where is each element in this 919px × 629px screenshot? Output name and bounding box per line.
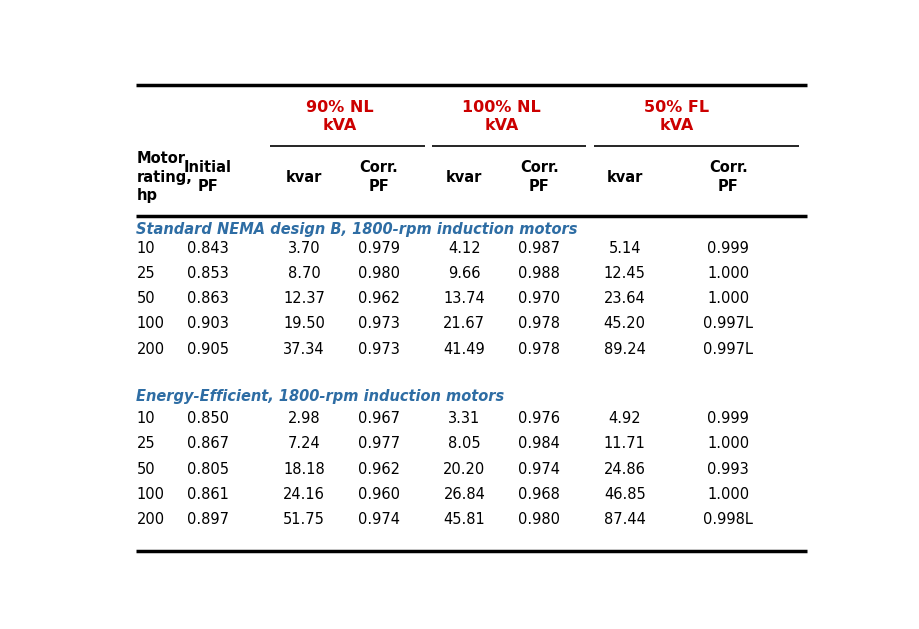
Text: 0.974: 0.974	[517, 462, 560, 477]
Text: 50: 50	[136, 462, 154, 477]
Text: 21.67: 21.67	[443, 316, 485, 331]
Text: 0.960: 0.960	[357, 487, 400, 502]
Text: 1.000: 1.000	[707, 437, 748, 452]
Text: 4.92: 4.92	[607, 411, 641, 426]
Text: 46.85: 46.85	[603, 487, 645, 502]
Text: 4.12: 4.12	[448, 241, 480, 256]
Text: Corr.: Corr.	[519, 160, 558, 175]
Text: 51.75: 51.75	[283, 512, 324, 527]
Text: 0.903: 0.903	[187, 316, 229, 331]
Text: Motor: Motor	[136, 152, 186, 166]
Text: Standard NEMA design B, 1800-rpm induction motors: Standard NEMA design B, 1800-rpm inducti…	[136, 222, 577, 237]
Text: 25: 25	[136, 266, 154, 281]
Text: 8.70: 8.70	[288, 266, 320, 281]
Text: 26.84: 26.84	[443, 487, 485, 502]
Text: 0.905: 0.905	[187, 342, 229, 357]
Text: 0.980: 0.980	[357, 266, 400, 281]
Text: 24.16: 24.16	[283, 487, 324, 502]
Text: 8.05: 8.05	[448, 437, 480, 452]
Text: kvar: kvar	[446, 170, 482, 185]
Text: 0.867: 0.867	[187, 437, 229, 452]
Text: 100: 100	[136, 316, 165, 331]
Text: 12.45: 12.45	[603, 266, 645, 281]
Text: 0.999: 0.999	[707, 241, 748, 256]
Text: 0.997L: 0.997L	[702, 316, 753, 331]
Text: 100: 100	[136, 487, 165, 502]
Text: 87.44: 87.44	[603, 512, 645, 527]
Text: 19.50: 19.50	[283, 316, 324, 331]
Text: PF: PF	[197, 179, 218, 194]
Text: Corr.: Corr.	[708, 160, 747, 175]
Text: kvar: kvar	[606, 170, 642, 185]
Text: 200: 200	[136, 512, 165, 527]
Text: 0.979: 0.979	[357, 241, 400, 256]
Text: 2.98: 2.98	[288, 411, 320, 426]
Text: 0.978: 0.978	[517, 316, 560, 331]
Text: 0.853: 0.853	[187, 266, 228, 281]
Text: 1.000: 1.000	[707, 487, 748, 502]
Text: 24.86: 24.86	[603, 462, 645, 477]
Text: 0.974: 0.974	[357, 512, 400, 527]
Text: 20.20: 20.20	[443, 462, 485, 477]
Text: Corr.: Corr.	[359, 160, 398, 175]
Text: 12.37: 12.37	[283, 291, 324, 306]
Text: 0.843: 0.843	[187, 241, 228, 256]
Text: 0.962: 0.962	[357, 462, 400, 477]
Text: 0.970: 0.970	[517, 291, 560, 306]
Text: kvar: kvar	[286, 170, 322, 185]
Text: 0.976: 0.976	[517, 411, 560, 426]
Text: 0.967: 0.967	[357, 411, 400, 426]
Text: 1.000: 1.000	[707, 266, 748, 281]
Text: Energy-Efficient, 1800-rpm induction motors: Energy-Efficient, 1800-rpm induction mot…	[136, 389, 505, 404]
Text: 0.973: 0.973	[357, 316, 400, 331]
Text: 0.897: 0.897	[187, 512, 229, 527]
Text: 0.993: 0.993	[707, 462, 748, 477]
Text: 7.24: 7.24	[288, 437, 320, 452]
Text: hp: hp	[136, 188, 157, 203]
Text: 0.863: 0.863	[187, 291, 228, 306]
Text: 11.71: 11.71	[603, 437, 645, 452]
Text: 13.74: 13.74	[443, 291, 484, 306]
Text: 90% NL
kVA: 90% NL kVA	[305, 101, 373, 133]
Text: 0.973: 0.973	[357, 342, 400, 357]
Text: 0.977: 0.977	[357, 437, 400, 452]
Text: 0.984: 0.984	[517, 437, 560, 452]
Text: 200: 200	[136, 342, 165, 357]
Text: 41.49: 41.49	[443, 342, 484, 357]
Text: 9.66: 9.66	[448, 266, 480, 281]
Text: 100% NL
kVA: 100% NL kVA	[461, 101, 540, 133]
Text: rating,: rating,	[136, 170, 192, 185]
Text: 45.81: 45.81	[443, 512, 484, 527]
Text: 0.988: 0.988	[517, 266, 560, 281]
Text: 0.805: 0.805	[187, 462, 229, 477]
Text: 25: 25	[136, 437, 154, 452]
Text: 0.962: 0.962	[357, 291, 400, 306]
Text: 10: 10	[136, 411, 154, 426]
Text: 1.000: 1.000	[707, 291, 748, 306]
Text: Initial: Initial	[184, 160, 232, 175]
Text: 45.20: 45.20	[603, 316, 645, 331]
Text: PF: PF	[528, 179, 549, 194]
Text: 0.980: 0.980	[517, 512, 560, 527]
Text: 0.987: 0.987	[517, 241, 560, 256]
Text: 5.14: 5.14	[607, 241, 641, 256]
Text: 10: 10	[136, 241, 154, 256]
Text: 0.978: 0.978	[517, 342, 560, 357]
Text: 50: 50	[136, 291, 154, 306]
Text: 0.999: 0.999	[707, 411, 748, 426]
Text: 18.18: 18.18	[283, 462, 324, 477]
Text: 0.968: 0.968	[517, 487, 560, 502]
Text: 0.997L: 0.997L	[702, 342, 753, 357]
Text: 89.24: 89.24	[603, 342, 645, 357]
Text: PF: PF	[368, 179, 389, 194]
Text: PF: PF	[717, 179, 738, 194]
Text: 3.70: 3.70	[288, 241, 320, 256]
Text: 37.34: 37.34	[283, 342, 324, 357]
Text: 50% FL
kVA: 50% FL kVA	[643, 101, 709, 133]
Text: 3.31: 3.31	[448, 411, 480, 426]
Text: 0.998L: 0.998L	[702, 512, 753, 527]
Text: 0.861: 0.861	[187, 487, 229, 502]
Text: 0.850: 0.850	[187, 411, 229, 426]
Text: 23.64: 23.64	[603, 291, 645, 306]
